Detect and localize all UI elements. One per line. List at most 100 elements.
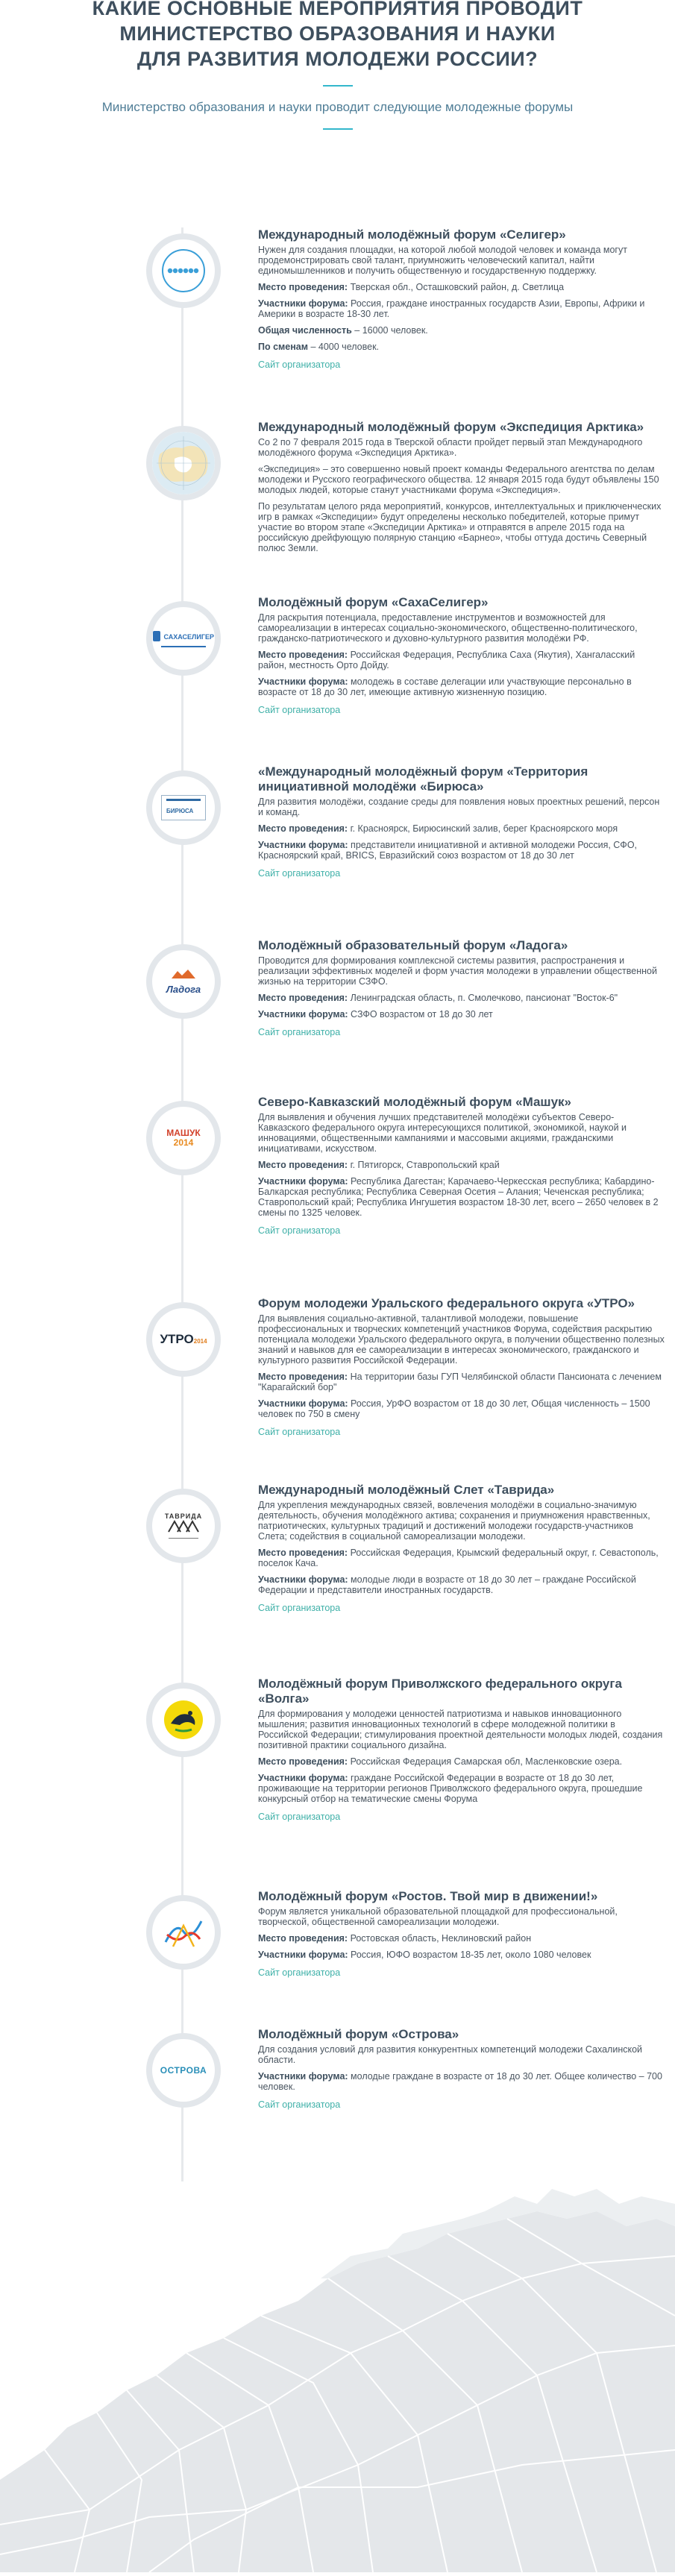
forum-content: Молодёжный образовательный форум «Ладога…	[258, 938, 665, 1039]
forum-title: Международный молодёжный форум «Селигер»	[258, 227, 566, 242]
ladoga-logo: Ладога	[152, 950, 215, 1013]
organizer-site-link[interactable]: Сайт организатора	[258, 1027, 341, 1037]
forum-description: Форум является уникальной образовательно…	[258, 1906, 618, 1927]
mashuk-logo: МАШУК 2014	[152, 1107, 215, 1169]
forum-description: Для выявления социально-активной, талант…	[258, 1313, 665, 1366]
page-subtitle: Министерство образования и науки проводи…	[101, 100, 574, 114]
organizer-site-link[interactable]: Сайт организатора	[258, 359, 341, 370]
organizer-site-link[interactable]: Сайт организатора	[258, 1603, 341, 1613]
utro-logo: УТРО2014	[152, 1308, 215, 1371]
forum-title: Международный молодёжный Слет «Таврида»	[258, 1483, 555, 1497]
biryusa-logo-text: БИРЮСА	[166, 808, 194, 814]
forum-location: Место проведения: Ростовская область, Не…	[258, 1933, 532, 1944]
forum-location: Место проведения: г. Пятигорск, Ставропо…	[258, 1160, 500, 1170]
page-title: КАКИЕ ОСНОВНЫЕ МЕРОПРИЯТИЯ ПРОВОДИТ МИНИ…	[92, 0, 583, 70]
forum-participants: Участники форума: Россия, граждане иност…	[258, 298, 645, 319]
forum-logo-circle: ТАВРИДА	[146, 1489, 221, 1563]
forum-logo-circle	[146, 233, 221, 308]
forum-location: Место проведения: г. Красноярск, Бирюсин…	[258, 823, 618, 834]
rostov-logo	[152, 1901, 215, 1964]
organizer-site-link[interactable]: Сайт организатора	[258, 868, 341, 879]
forum-logo-circle	[146, 1683, 221, 1757]
forum-description: Для укрепления международных связей, вов…	[258, 1500, 650, 1542]
arctic-map-logo	[152, 432, 215, 494]
forum-description: Для раскрытия потенциала, предоставление…	[258, 612, 638, 644]
forum-participants: Участники форума: Республика Дагестан; К…	[258, 1176, 659, 1218]
forum-logo-circle: ОСТРОВА	[146, 2033, 221, 2108]
forum-location: Место проведения: Российская Федерация, …	[258, 1548, 659, 1568]
forum-content: Международный молодёжный форум «Селигер»…	[258, 227, 665, 371]
organizer-site-link[interactable]: Сайт организатора	[258, 1225, 341, 1236]
forum-title: «Международный молодёжный форум «Террито…	[258, 764, 588, 794]
forum-participants: Участники форума: представители инициати…	[258, 840, 638, 861]
forum-description: Для развития молодёжи, создание среды дл…	[258, 797, 660, 817]
forum-content: Молодёжный форум «СахаСелигер» Для раскр…	[258, 595, 665, 717]
forum-participants: Участники форума: Россия, УрФО возрастом…	[258, 1398, 650, 1419]
ostrova-logo: ОСТРОВА	[152, 2039, 215, 2102]
forum-participants: Участники форума: СЗФО возрастом от 18 д…	[258, 1009, 493, 1020]
ladoga-logo-text: Ладога	[166, 984, 201, 995]
forum-total-count: Общая численность – 16000 человек.	[258, 325, 428, 336]
tavrida-logo-text: ТАВРИДА	[164, 1512, 203, 1520]
forum-logo-circle: БИРЮСА	[146, 770, 221, 845]
forum-title: Северо-Кавказский молодёжный форум «Машу…	[258, 1095, 572, 1109]
page-header: КАКИЕ ОСНОВНЫЕ МЕРОПРИЯТИЯ ПРОВОДИТ МИНИ…	[0, 0, 675, 143]
russia-map-illustration	[0, 2167, 675, 2573]
forum-description-2: «Экспедиция» – это совершенно новый прое…	[258, 464, 659, 495]
forum-title: Молодёжный форум «Ростов. Твой мир в дви…	[258, 1889, 598, 1903]
forum-logo-circle	[146, 1895, 221, 1970]
forum-participants: Участники форума: молодые люди в возраст…	[258, 1574, 636, 1595]
organizer-site-link[interactable]: Сайт организатора	[258, 2099, 341, 2110]
utro-logo-text: УТРО	[160, 1332, 194, 1346]
forum-title: Международный молодёжный форум «Экспедиц…	[258, 420, 644, 434]
sakhaseliger-logo-text: САХАСЕЛИГЕР	[163, 632, 214, 641]
forum-logo-circle: УТРО2014	[146, 1302, 221, 1377]
forum-participants: Участники форума: молодые граждане в воз…	[258, 2071, 662, 2092]
forum-location: Место проведения: Российская Федерация С…	[258, 1756, 623, 1767]
forum-content: Молодёжный форум «Ростов. Твой мир в дви…	[258, 1889, 665, 1979]
forum-shift-count: По сменам – 4000 человек.	[258, 342, 380, 352]
tavrida-logo: ТАВРИДА	[152, 1495, 215, 1557]
forum-description: Для выявления и обучения лучших представ…	[258, 1112, 627, 1154]
forum-logo-circle: МАШУК 2014	[146, 1101, 221, 1175]
organizer-site-link[interactable]: Сайт организатора	[258, 1812, 341, 1822]
forum-title: Молодёжный форум «Острова»	[258, 2027, 459, 2041]
organizer-site-link[interactable]: Сайт организатора	[258, 705, 341, 715]
forum-content: Международный молодёжный форум «Экспедиц…	[258, 420, 665, 559]
forum-content: Международный молодёжный Слет «Таврида» …	[258, 1483, 665, 1615]
subtitle-divider	[322, 128, 353, 130]
organizer-site-link[interactable]: Сайт организатора	[258, 1967, 341, 1978]
forum-location: Место проведения: Ленинградская область,…	[258, 993, 618, 1003]
forum-content: Северо-Кавказский молодёжный форум «Машу…	[258, 1095, 665, 1237]
volga-logo	[152, 1688, 215, 1751]
forum-logo-circle: САХАСЕЛИГЕР	[146, 601, 221, 676]
forum-logo-circle: Ладога	[146, 944, 221, 1019]
forum-description-3: По результатам целого ряда мероприятий, …	[258, 501, 662, 553]
forum-participants: Участники форума: Россия, ЮФО возрастом …	[258, 1950, 591, 1960]
forum-location: Место проведения: Тверская обл., Осташко…	[258, 282, 565, 292]
forum-description: Нужен для создания площадки, на которой …	[258, 245, 627, 276]
forums-timeline: Международный молодёжный форум «Селигер»…	[0, 227, 675, 2181]
biryusa-logo: БИРЮСА	[152, 776, 215, 839]
forum-content: Форум молодежи Уральского федерального о…	[258, 1296, 665, 1439]
forum-title: Молодёжный форум «СахаСелигер»	[258, 595, 489, 609]
forum-participants: Участники форума: граждане Российской Фе…	[258, 1773, 643, 1804]
seliger-logo	[152, 239, 215, 302]
timeline-line	[181, 227, 183, 2181]
forum-description: Для создания условий для развития конкур…	[258, 2044, 643, 2065]
title-divider	[322, 85, 353, 87]
forum-participants: Участники форума: молодежь в составе дел…	[258, 676, 632, 697]
forum-description: Проводится для формирования комплексной …	[258, 955, 657, 987]
forum-location: Место проведения: На территории базы ГУП…	[258, 1372, 662, 1392]
forum-title: Молодёжный форум Приволжского федерально…	[258, 1677, 622, 1706]
forum-content: Молодёжный форум «Острова» Для создания …	[258, 2027, 665, 2111]
forum-content: Молодёжный форум Приволжского федерально…	[258, 1677, 665, 1823]
mashuk-logo-year: 2014	[173, 1137, 194, 1148]
organizer-site-link[interactable]: Сайт организатора	[258, 1427, 341, 1437]
mashuk-logo-text: МАШУК	[166, 1128, 201, 1138]
sakhaseliger-logo: САХАСЕЛИГЕР	[152, 607, 215, 670]
utro-logo-year: 2014	[193, 1338, 207, 1345]
forum-description: Со 2 по 7 февраля 2015 года в Тверской о…	[258, 437, 643, 458]
forum-logo-circle	[146, 426, 221, 500]
forum-location: Место проведения: Российская Федерация, …	[258, 650, 635, 670]
